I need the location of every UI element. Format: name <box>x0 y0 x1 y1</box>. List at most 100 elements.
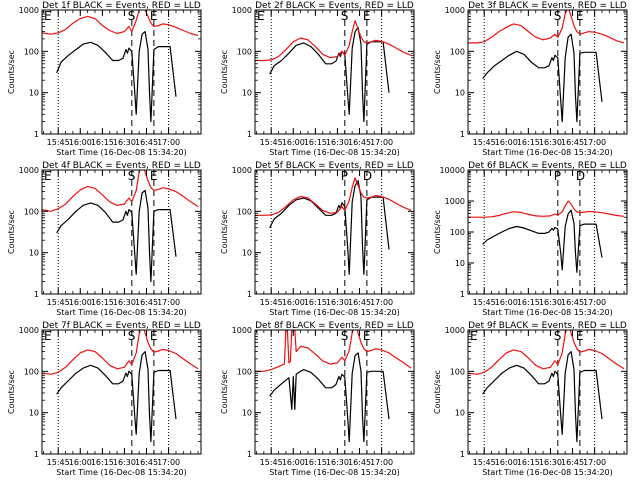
x-tick-label: 16:15 <box>517 138 540 147</box>
y-tick-label: 1 <box>460 290 465 299</box>
x-tick-label: 16:15 <box>91 298 114 307</box>
y-axis-label: Counts/sec <box>7 370 16 414</box>
x-tick-label: 17:00 <box>583 138 606 147</box>
plot-frame <box>41 169 202 295</box>
x-axis-label: Start Time (16-Dec-08 15:34:20) <box>56 468 187 477</box>
series-line-lld <box>255 20 412 62</box>
x-axis-label: Start Time (16-Dec-08 15:34:20) <box>482 308 613 317</box>
y-tick-label: 10000 <box>440 166 465 175</box>
series-line-lld <box>468 10 625 44</box>
series-line-events <box>269 180 390 275</box>
x-tick-label: 16:15 <box>91 138 114 147</box>
y-tick-label: 1000 <box>19 326 39 335</box>
interval-marker-label: P <box>554 169 561 183</box>
x-tick-label: 17:00 <box>157 458 180 467</box>
y-tick-label: 1 <box>460 450 465 459</box>
panel-title: Det 3f BLACK = Events, RED = LLD <box>468 1 627 11</box>
interval-marker-label: E <box>44 9 52 23</box>
x-tick-label: 16:30 <box>113 298 136 307</box>
y-tick-label: 100 <box>450 47 465 56</box>
interval-marker-label: S <box>128 329 136 343</box>
plot-frame <box>41 329 202 455</box>
interval-marker-label: D <box>576 169 585 183</box>
y-tick-label: 1000 <box>232 326 252 335</box>
y-tick-label: 1000 <box>445 197 465 206</box>
y-tick-label: 1 <box>34 450 39 459</box>
interval-marker-label: E <box>44 169 52 183</box>
x-tick-label: 15:45 <box>260 298 283 307</box>
x-tick-label: 16:45 <box>348 298 371 307</box>
y-tick-label: 1000 <box>232 6 252 15</box>
interval-marker-label: E <box>257 9 265 23</box>
x-tick-label: 16:15 <box>517 458 540 467</box>
x-tick-label: 15:45 <box>260 458 283 467</box>
y-tick-label: 100 <box>450 228 465 237</box>
y-tick-label: 1 <box>34 290 39 299</box>
interval-marker-label: S <box>341 329 349 343</box>
y-axis-label: Counts/sec <box>220 50 229 94</box>
series-line-lld <box>42 170 199 212</box>
x-axis-label: Start Time (16-Dec-08 15:34:20) <box>56 148 187 157</box>
series-line-events <box>56 31 177 123</box>
x-tick-label: 16:15 <box>304 298 327 307</box>
series-line-events <box>482 351 603 443</box>
x-tick-label: 16:00 <box>495 298 518 307</box>
y-tick-label: 10 <box>242 89 252 98</box>
x-tick-label: 16:15 <box>304 458 327 467</box>
x-axis-label: Start Time (16-Dec-08 15:34:20) <box>482 468 613 477</box>
y-tick-label: 10 <box>242 409 252 418</box>
panel-title: Det 9f BLACK = Events, RED = LLD <box>468 321 627 331</box>
interval-marker-label: E <box>576 9 584 23</box>
x-tick-label: 17:00 <box>370 458 393 467</box>
x-tick-label: 15:45 <box>473 138 496 147</box>
x-tick-label: 15:45 <box>47 298 70 307</box>
interval-marker-label: E <box>576 329 584 343</box>
y-tick-label: 1 <box>247 450 252 459</box>
x-tick-label: 16:15 <box>517 298 540 307</box>
y-tick-label: 1000 <box>19 6 39 15</box>
interval-marker-label: E <box>363 329 371 343</box>
y-tick-label: 1 <box>460 130 465 139</box>
y-tick-label: 1 <box>247 130 252 139</box>
series-line-events <box>56 351 177 443</box>
panel-title: Det 1f BLACK = Events, RED = LLD <box>42 1 201 11</box>
panel-title: Det 4f BLACK = Events, RED = LLD <box>42 161 201 171</box>
y-tick-label: 100 <box>237 207 252 216</box>
y-tick-label: 100 <box>24 367 39 376</box>
plot-frame <box>467 9 628 135</box>
y-tick-label: 10 <box>455 409 465 418</box>
x-tick-label: 16:00 <box>69 458 92 467</box>
y-tick-label: 1 <box>34 130 39 139</box>
x-tick-label: 16:15 <box>91 458 114 467</box>
series-line-events <box>482 209 603 273</box>
y-tick-label: 1000 <box>445 326 465 335</box>
panel-title: Det 8f BLACK = Events, RED = LLD <box>255 321 414 331</box>
x-tick-label: 16:45 <box>561 138 584 147</box>
panel-title: Det 6f BLACK = Events, RED = LLD <box>468 161 627 171</box>
y-axis-label: Counts/sec <box>7 210 16 254</box>
plot-frame <box>254 169 415 295</box>
x-tick-label: 16:45 <box>135 458 158 467</box>
x-tick-label: 16:00 <box>282 138 305 147</box>
x-tick-label: 15:45 <box>260 138 283 147</box>
series-line-events <box>269 352 390 443</box>
x-tick-label: 16:45 <box>135 138 158 147</box>
x-tick-label: 17:00 <box>583 298 606 307</box>
interval-marker-label: S <box>128 9 136 23</box>
y-axis-label: Counts/sec <box>220 370 229 414</box>
y-tick-label: 10 <box>29 409 39 418</box>
panel-title: Det 2f BLACK = Events, RED = LLD <box>255 1 414 11</box>
x-axis-label: Start Time (16-Dec-08 15:34:20) <box>269 468 400 477</box>
x-tick-label: 15:45 <box>473 458 496 467</box>
x-tick-label: 17:00 <box>583 458 606 467</box>
series-line-lld <box>468 330 625 375</box>
x-axis-label: Start Time (16-Dec-08 15:34:20) <box>269 148 400 157</box>
